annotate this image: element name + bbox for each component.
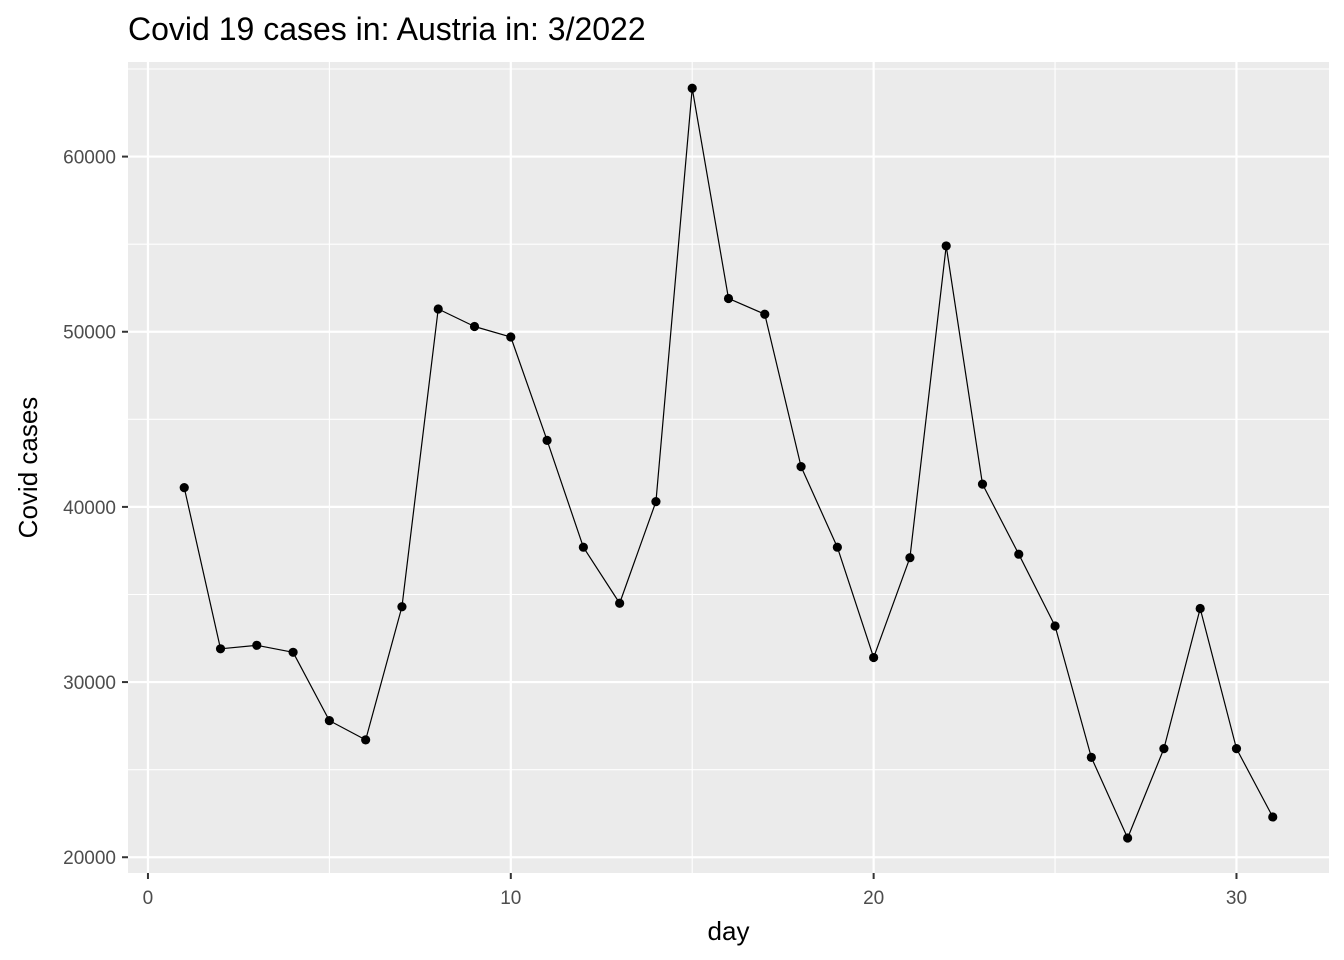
data-point bbox=[506, 332, 516, 342]
y-tick-label: 50000 bbox=[63, 323, 116, 344]
data-point bbox=[687, 83, 697, 93]
data-point bbox=[1159, 744, 1169, 754]
x-axis-title: day bbox=[708, 916, 750, 946]
data-point bbox=[252, 640, 262, 650]
data-point bbox=[433, 304, 443, 314]
y-axis-title: Covid cases bbox=[13, 397, 43, 539]
data-point bbox=[1014, 549, 1024, 559]
data-point bbox=[542, 435, 552, 445]
data-point bbox=[179, 483, 189, 493]
y-tick-label: 60000 bbox=[63, 148, 116, 169]
data-point bbox=[905, 553, 915, 563]
data-point bbox=[941, 241, 951, 251]
y-tick-label: 30000 bbox=[63, 673, 116, 694]
x-tick-label: 30 bbox=[1226, 888, 1247, 909]
data-point bbox=[1123, 833, 1133, 843]
data-point bbox=[615, 598, 625, 608]
data-point bbox=[796, 462, 806, 472]
x-tick-label: 20 bbox=[863, 888, 884, 909]
data-point bbox=[1050, 621, 1060, 631]
chart-title: Covid 19 cases in: Austria in: 3/2022 bbox=[128, 11, 646, 47]
y-tick-label: 40000 bbox=[63, 498, 116, 519]
data-point bbox=[469, 321, 480, 332]
data-point bbox=[1086, 752, 1096, 762]
data-point bbox=[324, 716, 334, 726]
minor-gridlines bbox=[128, 62, 1329, 873]
x-tick-label: 10 bbox=[500, 888, 521, 909]
y-tick-label: 20000 bbox=[63, 848, 116, 869]
data-point bbox=[288, 647, 298, 657]
data-point bbox=[1268, 812, 1278, 822]
data-point bbox=[397, 602, 407, 612]
series-group bbox=[179, 83, 1278, 843]
x-tick-label: 0 bbox=[143, 888, 154, 909]
data-point bbox=[361, 735, 371, 745]
data-point bbox=[651, 497, 661, 507]
plot-panel bbox=[128, 62, 1329, 873]
data-point bbox=[760, 309, 770, 319]
tick-labels: 0 10 20 30 20000 30000 40000 50000 60000 bbox=[63, 148, 1247, 909]
axis-ticks bbox=[122, 155, 1238, 879]
data-point bbox=[869, 652, 879, 663]
data-point bbox=[1231, 744, 1242, 754]
data-point bbox=[1195, 603, 1205, 614]
major-gridlines bbox=[128, 62, 1329, 873]
data-point bbox=[215, 644, 226, 654]
data-point bbox=[832, 542, 842, 552]
data-point bbox=[723, 293, 734, 304]
data-point bbox=[977, 479, 988, 489]
data-point bbox=[578, 542, 588, 552]
